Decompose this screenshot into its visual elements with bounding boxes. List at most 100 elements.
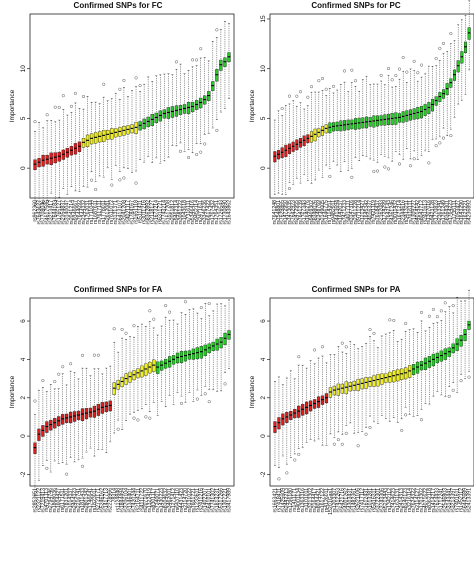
x-tick-label: rs7644092 [77,200,83,225]
box-24 [124,331,128,421]
outlier-point [134,181,138,185]
outlier-point [73,91,77,95]
box-29 [144,326,148,419]
box-32 [396,341,400,423]
box-3 [41,378,45,466]
box-body [179,351,184,364]
box-3 [41,127,45,204]
x-tick-label: rs2114127 [415,488,421,512]
box-body [419,105,424,119]
box-20 [108,365,112,443]
box-35 [170,74,175,146]
x-tick-label: rs7114351 [327,200,333,224]
box-18 [340,341,344,446]
outlier-point [449,134,453,138]
x-tick-label: rs2414313 [399,488,405,513]
x-tick-label: rs9711214 [357,200,363,224]
box-45 [211,41,215,129]
x-tick-label: rs6421716 [340,488,346,513]
y-tick-label: 0 [260,434,267,438]
box-body [372,115,376,128]
box-37 [415,332,420,416]
y-tick-label: -2 [20,471,27,477]
box-body [156,361,160,374]
x-tick-label: rs1342112 [387,488,393,512]
box-19 [104,367,108,453]
box-28 [142,83,146,163]
x-tick-label: rs2411613 [423,200,429,224]
outlier-point [65,472,69,476]
outlier-point [122,176,126,180]
box-body [301,404,305,416]
outlier-point [435,315,439,319]
x-tick-label: rs4236892 [467,200,473,225]
x-tick-label: rs8362118 [427,488,433,512]
box-36 [401,56,405,160]
x-tick-label: rs7629865 [280,200,286,225]
outlier-point [148,416,152,420]
box-10 [68,362,73,458]
x-tick-label: rs7644183 [53,200,59,225]
box-44 [430,66,435,140]
x-tick-label: rs1868036 [52,488,58,513]
x-tick-label: rs3213302 [308,488,314,513]
box-9 [305,367,309,443]
box-10 [308,360,313,440]
x-tick-label: rs2404323 [72,488,78,513]
box-40 [187,309,192,393]
outlier-point [57,372,61,376]
x-tick-label: rs3743306 [379,488,385,513]
box-17 [331,84,336,162]
x-tick-label: rs7316111 [186,200,192,224]
x-tick-label: rs2471611 [198,200,204,224]
box-body [102,129,106,142]
x-tick-label: rs7548801 [276,200,282,225]
box-41 [191,308,196,402]
y-tick-label: -2 [260,471,267,477]
outlier-point [203,142,207,146]
box-10 [306,95,310,181]
y-axis-label: Importance [9,375,16,408]
box-7 [57,105,61,198]
outlier-point [451,388,455,392]
box-body [364,377,368,389]
box-43 [199,306,203,396]
box-14 [84,367,89,453]
box-45 [207,302,211,404]
x-tick-label: rs6413107 [117,200,123,225]
box-32 [386,67,391,171]
outlier-point [404,413,408,417]
x-tick-label: rs1631131 [395,488,401,512]
box-29 [384,333,388,419]
box-25 [361,79,365,157]
x-tick-label: rs1346401 [127,488,133,513]
box-22 [118,87,122,182]
x-tick-label: rs7219413 [40,488,46,513]
box-body [445,83,449,96]
box-11 [309,85,314,184]
box-48 [219,303,223,392]
outlier-point [203,392,207,396]
x-tick-label: rs2164417 [312,488,318,513]
x-tick-label: rs2853651 [32,488,38,513]
x-tick-label: rs2162083 [379,200,385,225]
y-tick-label: 10 [20,65,27,73]
x-tick-label: rs7617111 [97,200,103,224]
x-tick-label: rs3346236 [202,200,208,225]
outlier-point [285,471,289,475]
box-body [85,134,90,148]
box-18 [100,373,104,450]
box-body [199,346,203,359]
x-tick-label: rs1612431 [363,488,369,513]
box-40 [427,314,432,405]
box-36 [411,328,416,417]
outlier-point [45,113,49,117]
outlier-point [207,400,211,404]
box-26 [134,76,138,185]
outlier-point [340,341,344,345]
box-21 [112,327,116,434]
x-tick-label: rs1642037 [338,200,344,225]
outlier-point [354,79,358,83]
x-tick-label: rs1482361 [352,488,358,513]
box-16 [93,101,98,191]
